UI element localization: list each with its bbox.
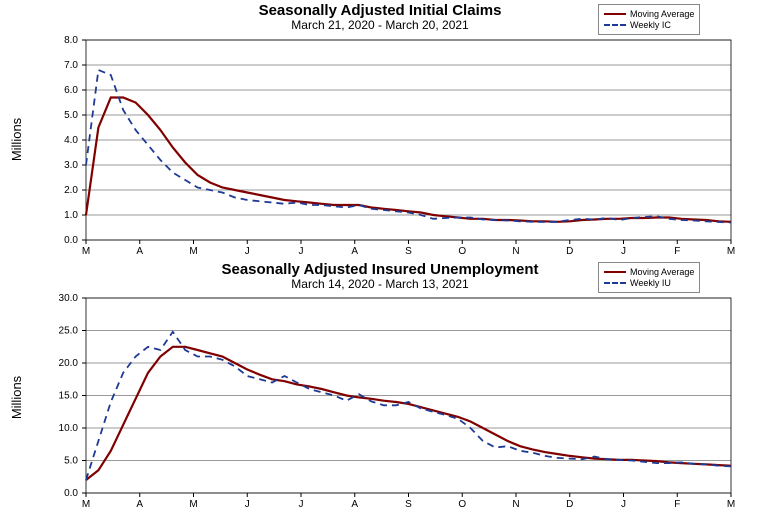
svg-text:O: O bbox=[458, 499, 466, 510]
svg-text:A: A bbox=[136, 499, 143, 510]
svg-text:S: S bbox=[405, 499, 412, 510]
svg-text:J: J bbox=[245, 499, 250, 510]
svg-text:0.0: 0.0 bbox=[64, 488, 78, 499]
chart2-svg: 0.0 5.0 10.0 15.0 20.0 25.0 30.0 M A M J J A S O N D J F M bbox=[0, 0, 760, 510]
svg-text:A: A bbox=[351, 499, 358, 510]
figure-container: Seasonally Adjusted Initial Claims March… bbox=[0, 0, 760, 510]
svg-text:D: D bbox=[566, 499, 573, 510]
svg-text:M: M bbox=[82, 499, 90, 510]
chart-insured-unemployment: Seasonally Adjusted Insured Unemployment… bbox=[0, 0, 760, 292]
svg-text:J: J bbox=[621, 499, 626, 510]
svg-text:F: F bbox=[674, 499, 680, 510]
svg-text:5.0: 5.0 bbox=[64, 456, 78, 467]
svg-text:M: M bbox=[189, 499, 197, 510]
svg-text:M: M bbox=[727, 499, 735, 510]
svg-text:30.0: 30.0 bbox=[59, 293, 79, 304]
svg-text:N: N bbox=[512, 499, 519, 510]
svg-text:15.0: 15.0 bbox=[59, 391, 79, 402]
svg-text:J: J bbox=[299, 499, 304, 510]
svg-text:10.0: 10.0 bbox=[59, 423, 79, 434]
svg-text:25.0: 25.0 bbox=[59, 326, 79, 337]
svg-text:20.0: 20.0 bbox=[59, 358, 79, 369]
series-line bbox=[86, 332, 731, 480]
